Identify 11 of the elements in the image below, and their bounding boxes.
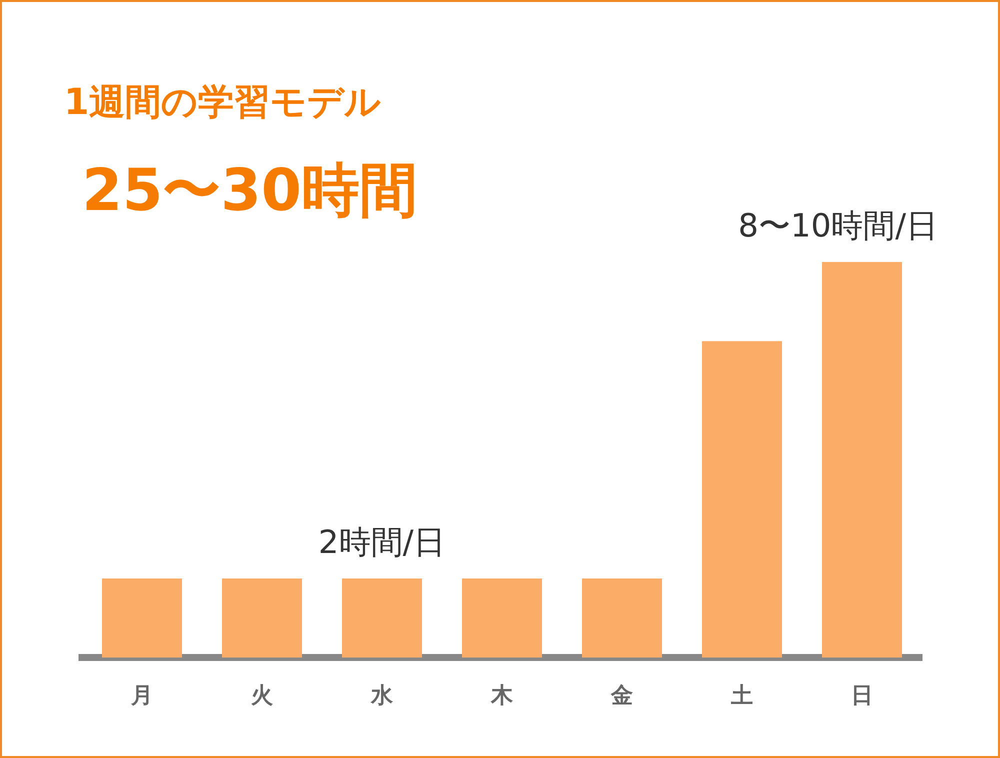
x-tick-label: 金 [610, 684, 633, 709]
x-tick-label: 火 [251, 684, 274, 709]
annotation: 8〜10時間/日 [738, 206, 938, 244]
annotation: 2時間/日 [318, 522, 446, 561]
chart-title: 1週間の学習モデル [64, 81, 382, 125]
x-tick-label: 木 [490, 684, 514, 709]
x-tick-label: 月 [130, 684, 153, 709]
chart-subtitle: 25〜30時間 [82, 155, 418, 226]
x-tick-label: 土 [730, 684, 753, 709]
x-tick-label: 水 [370, 684, 394, 709]
x-tick-label: 日 [851, 684, 873, 709]
